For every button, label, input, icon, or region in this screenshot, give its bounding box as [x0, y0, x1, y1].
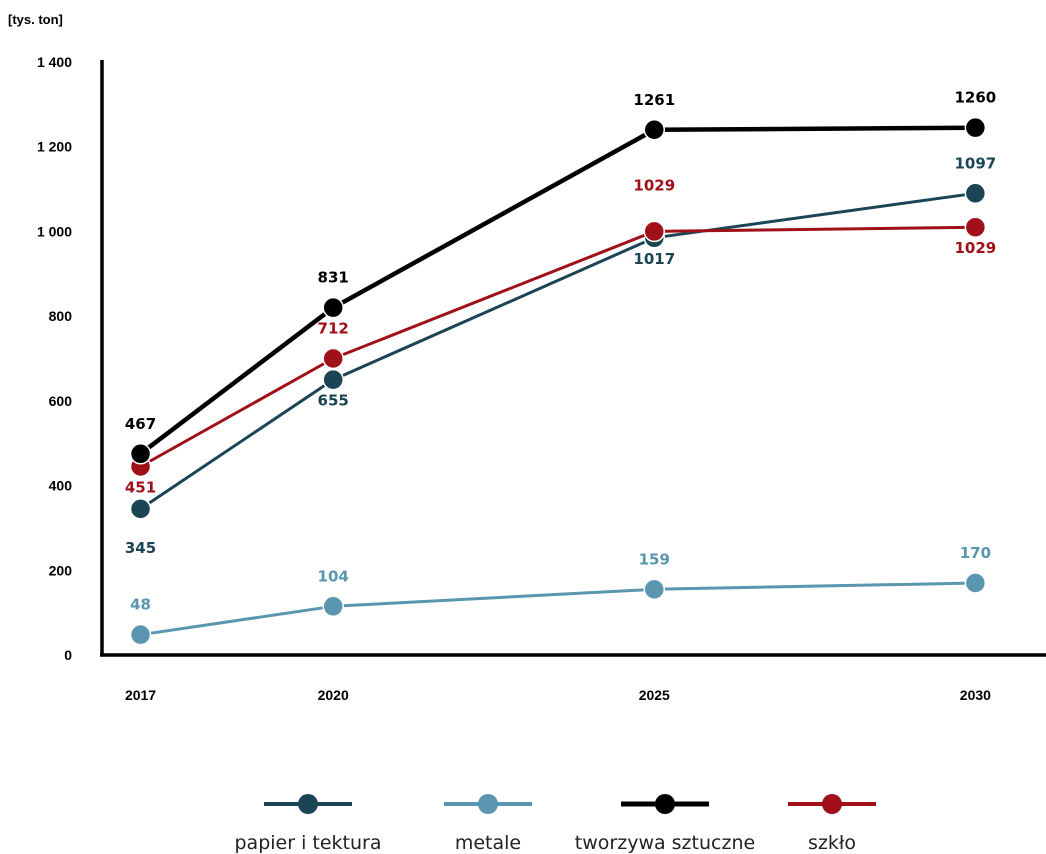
- data-label: 1029: [954, 239, 996, 257]
- x-tick-label: 2020: [318, 687, 349, 703]
- data-label: 1097: [954, 154, 996, 172]
- data-point: [322, 296, 344, 319]
- y-tick-label: 800: [49, 308, 73, 324]
- data-label: 159: [639, 550, 670, 568]
- data-label: 451: [125, 479, 156, 497]
- data-label: 1017: [633, 250, 675, 268]
- data-label: 467: [125, 415, 156, 433]
- x-tick-label: 2017: [125, 687, 156, 703]
- data-label: 655: [318, 392, 349, 410]
- y-tick-label: 400: [49, 478, 73, 494]
- legend-marker: [822, 794, 842, 814]
- data-point: [643, 220, 666, 243]
- data-label: 1261: [633, 91, 675, 109]
- data-point: [322, 347, 344, 370]
- data-labels-layer: 345 655 1017 1097 48 104 159 170 467 831 1261 1260 4…: [125, 89, 996, 614]
- legend-label: metale: [455, 832, 521, 854]
- series-line: [139, 225, 976, 468]
- data-label: 170: [960, 544, 991, 562]
- data-point: [643, 119, 666, 141]
- legend-label: szkło: [808, 832, 856, 854]
- data-point: [964, 116, 987, 139]
- data-point: [643, 578, 666, 601]
- data-point: [129, 498, 152, 520]
- x-tick-label: 2025: [639, 687, 670, 703]
- data-point: [129, 443, 152, 465]
- y-tick-label: 1 200: [37, 139, 72, 155]
- data-point: [322, 595, 344, 618]
- y-axis-ticks: 0 200 400 600 800 1 000 1 200 1 400: [37, 54, 72, 663]
- y-tick-label: 0: [64, 647, 72, 663]
- series-line: [140, 581, 976, 637]
- data-label: 1260: [954, 89, 996, 107]
- data-label: 345: [125, 539, 156, 557]
- x-tick-label: 2030: [960, 687, 991, 703]
- legend-marker: [655, 794, 675, 814]
- data-label: 712: [318, 320, 349, 338]
- data-point: [964, 182, 987, 205]
- y-tick-label: 1 000: [37, 223, 72, 239]
- data-point: [322, 368, 344, 391]
- legend: papier i tektura metale tworzywa sztuczne s…: [235, 794, 876, 854]
- x-axis-ticks: 2017 2020 2025 2030: [125, 687, 991, 703]
- unit-label: [tys. ton]: [8, 12, 63, 27]
- data-point: [129, 623, 152, 646]
- data-point: [964, 572, 987, 594]
- y-tick-label: 200: [49, 562, 73, 578]
- data-label: 1029: [633, 176, 675, 194]
- series-line: [139, 125, 976, 456]
- legend-label: tworzywa sztuczne: [575, 832, 755, 854]
- legend-marker: [478, 794, 498, 814]
- data-label: 48: [130, 596, 151, 614]
- y-tick-label: 1 400: [37, 54, 72, 70]
- data-point: [964, 216, 987, 238]
- data-label: 831: [318, 269, 349, 287]
- legend-marker: [298, 794, 318, 814]
- series-line: [139, 191, 976, 511]
- series-layer: [129, 116, 987, 646]
- y-tick-label: 600: [49, 393, 73, 409]
- data-label: 104: [318, 567, 349, 585]
- legend-label: papier i tektura: [235, 832, 382, 854]
